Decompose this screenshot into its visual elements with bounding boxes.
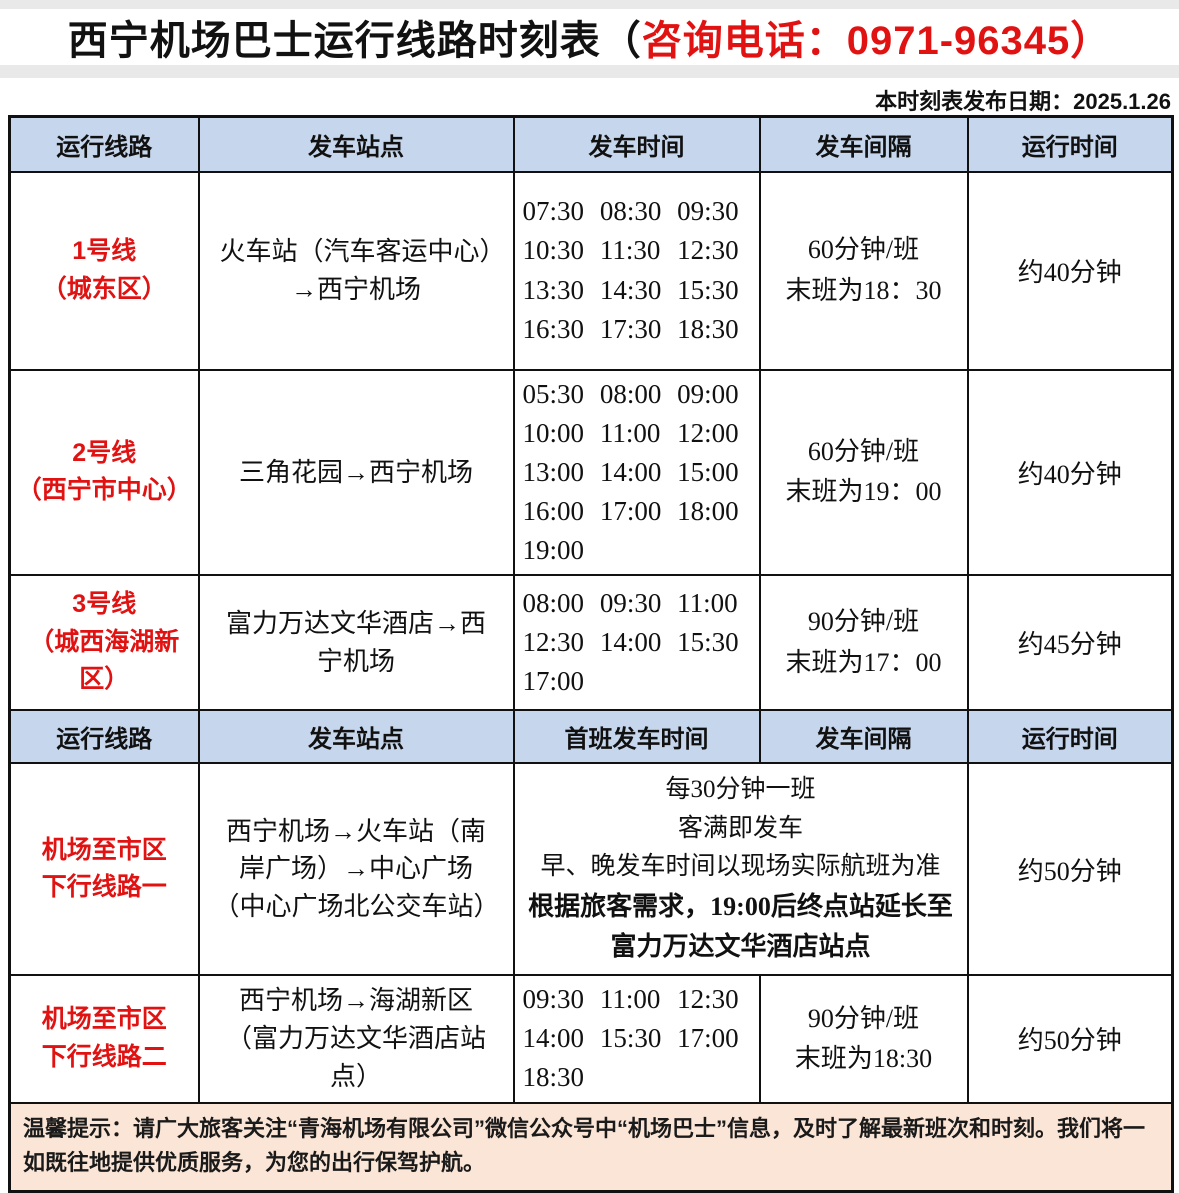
departure-times: 08:00 09:30 11:00 12:30 14:00 15:30 17:00: [512, 574, 761, 712]
table-row-downline2: 机场至市区 下行线路二 西宁机场→海湖新区（富力万达文华酒店站点） 09:30 1…: [8, 974, 1174, 1104]
time-value: 09:30: [599, 587, 662, 618]
time-value: 17:00: [522, 666, 585, 697]
info-line: 早、晚发车时间以现场实际航班为准: [540, 853, 941, 881]
time-value: 14:00: [599, 456, 662, 487]
departure-interval: 60分钟/班 末班为18：30: [758, 170, 969, 371]
departure-interval: 90分钟/班 末班为17：00: [758, 574, 969, 712]
table-row-downline1: 机场至市区 下行线路一 西宁机场→火车站（南岸广场）→中心广场（中心广场北公交车…: [8, 762, 1174, 977]
time-value: 10:00: [522, 417, 585, 448]
time-value: 18:30: [522, 1062, 585, 1093]
departure-station: 火车站（汽车客运中心）→西宁机场: [197, 170, 515, 371]
time-value: 05:30: [522, 378, 585, 409]
time-value: 15:30: [677, 274, 739, 305]
travel-duration: 约40分钟: [966, 368, 1174, 577]
col-header-duration: 运行时间: [966, 115, 1174, 173]
time-value: 07:30: [522, 196, 585, 227]
time-value: 11:00: [677, 587, 738, 618]
time-value: 18:30: [677, 313, 739, 344]
travel-duration: 约50分钟: [966, 974, 1174, 1104]
date-band: 本时刻表发布日期：2025.1.26: [0, 78, 1179, 115]
col-header-station: 发车站点: [197, 115, 515, 173]
col-header-interval: 发车间隔: [758, 709, 969, 765]
route-name: 机场至市区 下行线路一: [8, 762, 200, 977]
mid-gray-strip: [0, 65, 1179, 78]
notice-row: 温馨提示：请广大旅客关注“青海机场有限公司”微信公众号中“机场巴士”信息，及时了…: [8, 1101, 1174, 1193]
departure-interval: 90分钟/班 末班为18:30: [758, 974, 969, 1104]
time-value: 08:00: [522, 587, 585, 618]
timetable: 运行线路 发车站点 发车时间 发车间隔 运行时间 1号线 （城东区） 火车站（汽…: [8, 115, 1174, 1193]
info-line-bold: 根据旅客需求，19:00后终点站延长至: [528, 892, 953, 922]
time-value: 12:30: [677, 235, 739, 266]
time-value: 08:30: [599, 196, 662, 227]
info-line: 每30分钟一班: [665, 775, 816, 803]
time-value: 18:00: [677, 495, 739, 526]
time-value: 15:00: [677, 456, 739, 487]
time-value: 13:30: [522, 274, 585, 305]
time-value: 10:30: [522, 235, 585, 266]
time-value: 19:00: [522, 535, 585, 566]
departure-interval: 60分钟/班 末班为19：00: [758, 368, 969, 577]
header-row-1: 运行线路 发车站点 发车时间 发车间隔 运行时间: [8, 115, 1174, 173]
title-main-text: 西宁机场巴士运行线路时刻表（: [67, 19, 642, 63]
time-value: 09:30: [522, 984, 585, 1015]
travel-duration: 约50分钟: [966, 762, 1174, 977]
time-value: 15:30: [599, 1023, 662, 1054]
time-value: 14:00: [522, 1023, 585, 1054]
route-name: 3号线 （城西海湖新区）: [8, 574, 200, 712]
col-header-route: 运行线路: [8, 115, 200, 173]
route-name: 2号线 （西宁市中心）: [8, 368, 200, 577]
time-value: 17:00: [599, 495, 662, 526]
time-value: 12:30: [677, 984, 739, 1015]
departure-times: 05:30 08:00 09:00 10:00 11:00 12:00 13:00 14:00…: [512, 368, 761, 577]
header-row-2: 运行线路 发车站点 首班发车时间 发车间隔 运行时间: [8, 709, 1174, 765]
info-line-bold: 富力万达文华酒店站点: [610, 932, 871, 962]
time-value: 14:00: [599, 627, 662, 658]
departure-station: 西宁机场→火车站（南岸广场）→中心广场（中心广场北公交车站）: [197, 762, 515, 977]
col-header-route: 运行线路: [8, 709, 200, 765]
top-gray-strip: [0, 0, 1179, 9]
time-value: 09:30: [677, 196, 739, 227]
info-line: 客满即发车: [677, 814, 803, 842]
time-value: 11:30: [599, 235, 661, 266]
table-row-line3: 3号线 （城西海湖新区） 富力万达文华酒店→西宁机场 08:00 09:30 11:…: [8, 574, 1174, 712]
table-row-line2: 2号线 （西宁市中心） 三角花园→西宁机场 05:30 08:00 09:00 10:…: [8, 368, 1174, 577]
time-value: 12:00: [677, 417, 739, 448]
col-header-interval: 发车间隔: [758, 115, 969, 173]
time-value: 09:00: [677, 378, 739, 409]
departure-info: 每30分钟一班 客满即发车 早、晚发车时间以现场实际航班为准 根据旅客需求，19…: [512, 762, 969, 977]
departure-times: 07:30 08:30 09:30 10:30 11:30 12:30 13:30 14:30…: [512, 170, 761, 371]
departure-station: 三角花园→西宁机场: [197, 368, 515, 577]
col-header-first-times: 首班发车时间: [512, 709, 761, 765]
route-name: 1号线 （城东区）: [8, 170, 200, 371]
departure-times: 09:30 11:00 12:30 14:00 15:30 17:00 18:30: [512, 974, 761, 1104]
publish-date: 本时刻表发布日期：2025.1.26: [875, 89, 1171, 114]
time-value: 11:00: [599, 417, 661, 448]
time-value: 14:30: [599, 274, 662, 305]
time-value: 16:00: [522, 495, 585, 526]
time-value: 08:00: [599, 378, 662, 409]
time-value: 17:00: [677, 1023, 739, 1054]
col-header-station: 发车站点: [197, 709, 515, 765]
time-value: 11:00: [599, 984, 661, 1015]
page-title: 西宁机场巴士运行线路时刻表（咨询电话：0971-96345）: [68, 8, 1112, 66]
time-value: 13:00: [522, 456, 585, 487]
route-name: 机场至市区 下行线路二: [8, 974, 200, 1104]
table-row-line1: 1号线 （城东区） 火车站（汽车客运中心）→西宁机场 07:30 08:30 09:…: [8, 170, 1174, 371]
col-header-duration: 运行时间: [966, 709, 1174, 765]
departure-station: 富力万达文华酒店→西宁机场: [197, 574, 515, 712]
time-value: 15:30: [677, 627, 739, 658]
title-band: 西宁机场巴士运行线路时刻表（咨询电话：0971-96345）: [0, 9, 1179, 65]
travel-duration: 约40分钟: [966, 170, 1174, 371]
travel-duration: 约45分钟: [966, 574, 1174, 712]
time-value: 17:30: [599, 313, 662, 344]
time-value: 12:30: [522, 627, 585, 658]
departure-station: 西宁机场→海湖新区（富力万达文华酒店站点）: [197, 974, 515, 1104]
notice-text: 温馨提示：请广大旅客关注“青海机场有限公司”微信公众号中“机场巴士”信息，及时了…: [8, 1101, 1174, 1193]
time-value: 16:30: [522, 313, 585, 344]
title-phone-text: 咨询电话：0971-96345）: [641, 19, 1112, 63]
col-header-times: 发车时间: [512, 115, 761, 173]
